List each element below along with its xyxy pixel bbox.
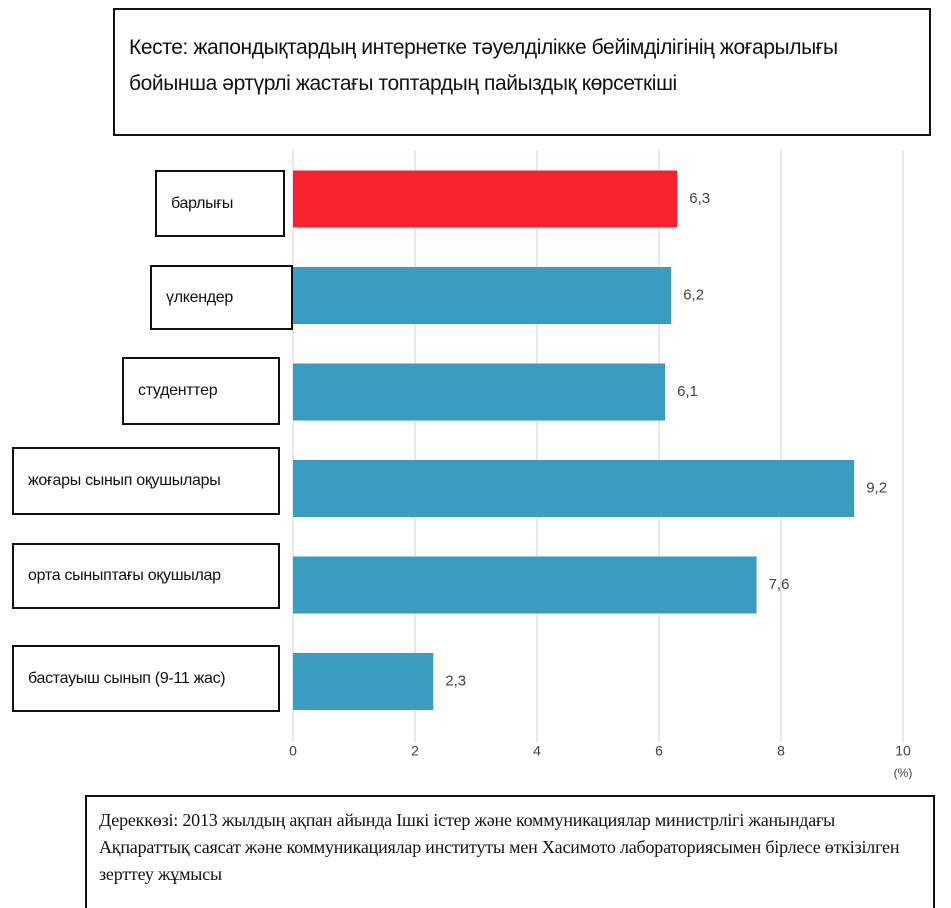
chart-title: Кесте: жапондықтардың интернетке тәуелді… <box>113 8 931 136</box>
x-tick-label: 4 <box>533 743 541 759</box>
value-label: 7,6 <box>769 576 790 593</box>
category-label: бастауыш сынып (9-11 жас) <box>12 645 280 712</box>
bar <box>293 460 855 517</box>
value-label: 6,1 <box>677 383 698 400</box>
source-note: Дереккөзі: 2013 жылдың ақпан айында Ішкі… <box>85 795 935 908</box>
value-label: 6,2 <box>683 286 704 303</box>
bar <box>293 267 672 324</box>
bar <box>293 653 434 710</box>
x-tick-label: 8 <box>777 743 785 759</box>
category-label: студенттер <box>122 357 280 425</box>
category-label: барлығы <box>155 170 285 237</box>
category-label: үлкендер <box>150 265 293 330</box>
x-unit-label: (%) <box>894 766 913 780</box>
value-label: 9,2 <box>866 479 887 496</box>
x-tick-label: 6 <box>655 743 663 759</box>
bar <box>293 170 678 228</box>
x-tick-label: 2 <box>411 743 419 759</box>
x-tick-label: 0 <box>289 743 297 759</box>
x-tick-label: 10 <box>895 743 911 759</box>
category-label: жоғары сынып оқушылары <box>12 447 280 515</box>
value-label: 2,3 <box>445 672 466 689</box>
category-label: орта сыныптағы оқушылар <box>12 543 280 609</box>
bar <box>293 363 666 421</box>
bar <box>293 556 757 614</box>
value-label: 6,3 <box>689 190 710 207</box>
